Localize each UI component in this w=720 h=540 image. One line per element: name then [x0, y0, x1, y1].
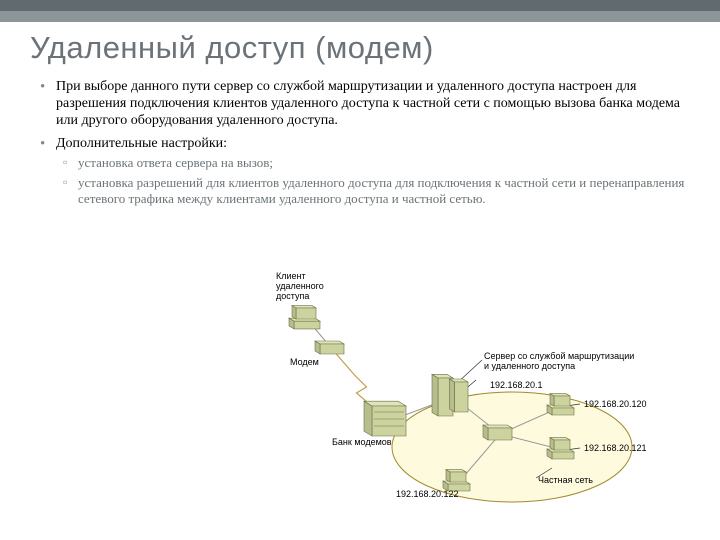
label-ip-c: 192.168.20.122	[396, 490, 459, 500]
sub-bullet-item: установка ответа сервера на вызов;	[78, 155, 690, 171]
slide-body: Удаленный доступ (модем) При выборе данн…	[0, 22, 720, 540]
label-ip-server: 192.168.20.1	[490, 381, 543, 391]
sub-bullet-list: установка ответа сервера на вызов; устан…	[56, 155, 690, 207]
page-title: Удаленный доступ (модем)	[30, 30, 690, 66]
bullet-text: Дополнительные настройки:	[56, 136, 227, 151]
network-diagram: Клиентудаленногодоступа Модем Банк модем…	[252, 272, 672, 507]
label-net: Частная сеть	[538, 476, 593, 486]
diagram-svg	[252, 272, 672, 507]
bullet-text: При выборе данного пути сервер со службо…	[56, 79, 680, 128]
bullet-item: Дополнительные настройки: установка отве…	[56, 135, 690, 207]
label-modembank: Банк модемов	[332, 438, 392, 448]
label-server: Сервер со службой маршрутизациии удаленн…	[484, 352, 634, 372]
label-ip-b: 192.168.20.121	[584, 444, 647, 454]
label-ip-a: 192.168.20.120	[584, 400, 647, 410]
label-modem: Модем	[290, 358, 319, 368]
sub-bullet-item: установка разрешений для клиентов удален…	[78, 175, 690, 208]
top-decor-band	[0, 0, 720, 22]
sub-bullet-text: установка ответа сервера на вызов;	[78, 155, 273, 170]
label-client: Клиентудаленногодоступа	[276, 272, 324, 302]
sub-bullet-text: установка разрешений для клиентов удален…	[78, 175, 684, 206]
bullet-item: При выборе данного пути сервер со службо…	[56, 78, 690, 129]
bullet-list: При выборе данного пути сервер со службо…	[30, 78, 690, 207]
